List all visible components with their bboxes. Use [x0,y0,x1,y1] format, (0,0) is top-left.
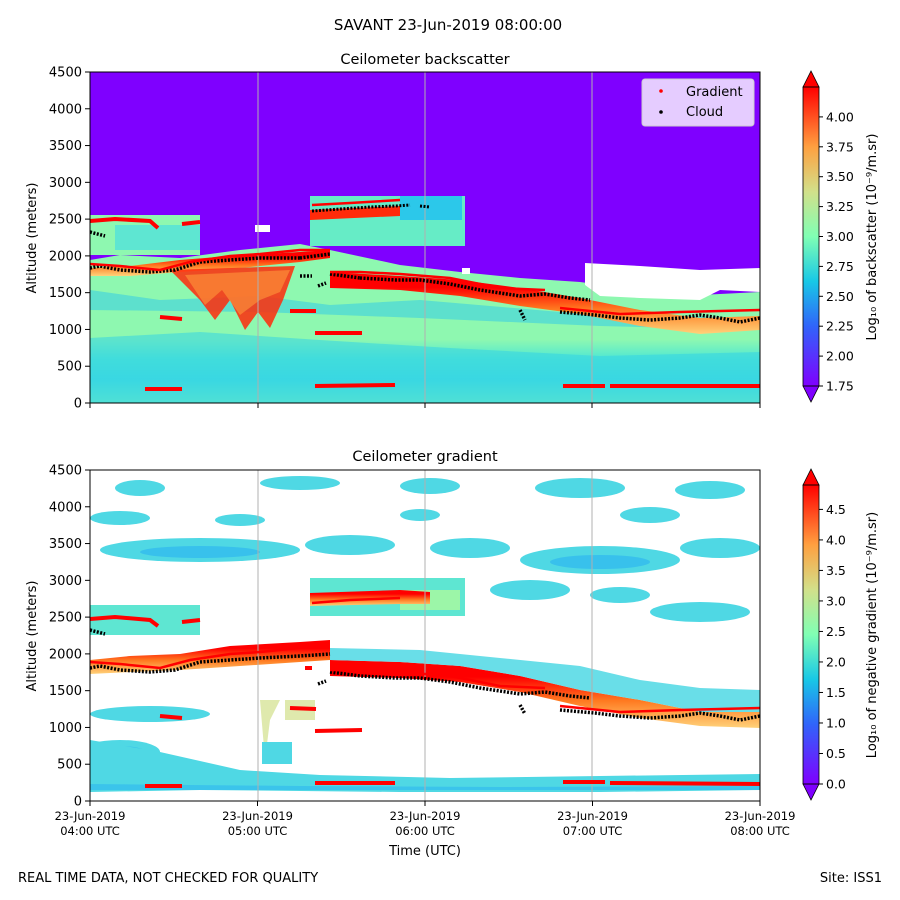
backscatter-ytick-label-5: 2500 [49,213,82,228]
legend-cloud-marker [659,110,663,114]
gradient-title: Ceilometer gradient [352,449,498,465]
backscatter-cb-tick-label-9: 4.00 [826,109,854,124]
gradient-xtick-date-2: 23-Jun-2019 [390,809,461,823]
gradient-ytick-label-2: 1000 [49,721,82,736]
gradient-ytick-label-1: 500 [57,758,82,773]
gradient-ylabel: Altitude (meters) [25,581,40,692]
backscatter-ytick-label-8: 4000 [49,102,82,117]
gradient-cb-tick-label-5: 2.5 [826,624,846,639]
gradient-panel: Ceilometer gradient [25,449,880,859]
backscatter-ytick-label-6: 3000 [49,176,82,191]
backscatter-ylabel: Altitude (meters) [25,183,40,294]
backscatter-markers [90,198,760,391]
backscatter-ytick-label-7: 3500 [49,139,82,154]
cloud-base-markers [90,230,760,324]
backscatter-cb-tick-label-5: 3.00 [826,229,854,244]
gradient-ytick-label-7: 3500 [49,537,82,552]
backscatter-cb-tick-label-2: 2.25 [826,319,854,334]
backscatter-x-ticks [89,403,761,408]
backscatter-cb-tick-label-0: 1.75 [826,379,854,394]
gradient-cb-tick-label-8: 4.0 [826,532,846,547]
gradient-xtick-time-1: 05:00 UTC [228,824,288,838]
backscatter-cb-tick-label-1: 2.00 [826,349,854,364]
gradient-cb-tick-label-7: 3.5 [826,563,846,578]
backscatter-cb-tick-label-3: 2.50 [826,289,854,304]
backscatter-cb-tick-label-4: 2.75 [826,259,854,274]
backscatter-ytick-label-3: 1500 [49,286,82,301]
backscatter-ytick-label-4: 2000 [49,249,82,264]
gradient-panel-cloud-markers [90,628,760,722]
backscatter-cb-tick-label-7: 3.50 [826,169,854,184]
gradient-cb-tick-label-0: 0.0 [826,777,846,792]
figure-title: SAVANT 23-Jun-2019 08:00:00 [334,16,562,34]
cloud-top-markers [311,203,431,213]
backscatter-panel: Ceilometer backscatter [25,52,880,412]
quality-disclaimer: REAL TIME DATA, NOT CHECKED FOR QUALITY [18,871,318,886]
gradient-cb-tick-label-9: 4.5 [826,502,846,517]
backscatter-colorbar-label: Log₁₀ of backscatter (10⁻⁹/m.sr) [865,134,880,341]
gradient-ytick-label-9: 4500 [49,464,82,479]
backscatter-cb-tick-label-8: 3.75 [826,139,854,154]
gradient-xtick-time-0: 04:00 UTC [60,824,120,838]
gradient-ytick-label-8: 4000 [49,500,82,515]
legend: Gradient Cloud [641,78,755,127]
gradient-cb-tick-label-4: 2.0 [826,654,846,669]
gradient-ytick-label-6: 3000 [49,574,82,589]
backscatter-ytick-label-9: 4500 [49,66,82,81]
gradient-y-axis: 0 500 1000 1500 2000 2500 3000 3500 4000 4500 [49,464,90,810]
gradient-heatmap [90,470,760,801]
gradient-xtick-time-3: 07:00 UTC [563,824,623,838]
gradient-ytick-label-5: 2500 [49,611,82,626]
gradient-xtick-date-1: 23-Jun-2019 [222,809,293,823]
gradient-ytick-label-3: 1500 [49,684,82,699]
backscatter-cb-tick-label-6: 3.25 [826,199,854,214]
gradient-colorbar-label: Log₁₀ of negative gradient (10⁻⁹/m.sr) [865,512,880,758]
backscatter-title: Ceilometer backscatter [340,52,509,68]
backscatter-ytick-label-1: 500 [57,360,82,375]
gradient-cb-tick-label-1: 0.5 [826,746,846,761]
gradient-ytick-label-4: 2000 [49,647,82,662]
gradient-xlabel: Time (UTC) [388,844,461,859]
gradient-cb-tick-label-6: 3.0 [826,593,846,608]
backscatter-colorbar: 1.75 2.00 2.25 2.50 2.75 3.00 3.25 3.50 3.75 4.00… [802,70,880,403]
gradient-colorbar: 0.0 0.5 1.0 1.5 2.0 2.5 3.0 3.5 4.0 4.5 Log₁₀ of … [802,468,880,801]
gradient-cb-tick-label-3: 1.5 [826,685,846,700]
gradient-panel-markers [90,596,760,788]
backscatter-y-axis: 0 500 1000 1500 2000 2500 3000 3500 4000 4500 [49,66,90,412]
gradient-xtick-date-4: 23-Jun-2019 [725,809,796,823]
gradient-ytick-label-0: 0 [74,795,82,810]
gradient-xtick-date-3: 23-Jun-2019 [557,809,628,823]
gradient-panel-band-markers [90,596,760,714]
gradient-markers [90,216,760,391]
gradient-xtick-time-2: 06:00 UTC [395,824,455,838]
legend-gradient-marker [659,89,663,93]
legend-gradient-label: Gradient [686,85,743,100]
gradient-cb-tick-label-2: 1.0 [826,715,846,730]
backscatter-ytick-label-2: 1000 [49,323,82,338]
gradient-panel-gradient-markers [90,614,760,788]
backscatter-ytick-label-0: 0 [74,397,82,412]
gradient-xtick-time-4: 08:00 UTC [730,824,790,838]
legend-cloud-label: Cloud [686,105,723,120]
gradient-band-markers [90,198,760,316]
site-label: Site: ISS1 [820,871,882,886]
gradient-xtick-date-0: 23-Jun-2019 [55,809,126,823]
